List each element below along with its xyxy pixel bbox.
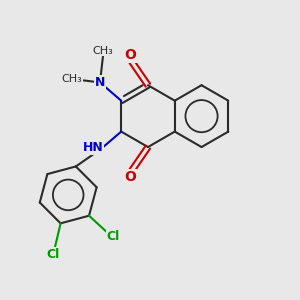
Text: CH₃: CH₃ bbox=[61, 74, 82, 85]
Text: O: O bbox=[124, 48, 136, 62]
Text: Cl: Cl bbox=[106, 230, 120, 243]
Text: O: O bbox=[124, 170, 136, 184]
Text: N: N bbox=[95, 76, 105, 89]
Text: CH₃: CH₃ bbox=[93, 46, 113, 56]
Text: HN: HN bbox=[83, 141, 104, 154]
Text: Cl: Cl bbox=[46, 248, 60, 261]
